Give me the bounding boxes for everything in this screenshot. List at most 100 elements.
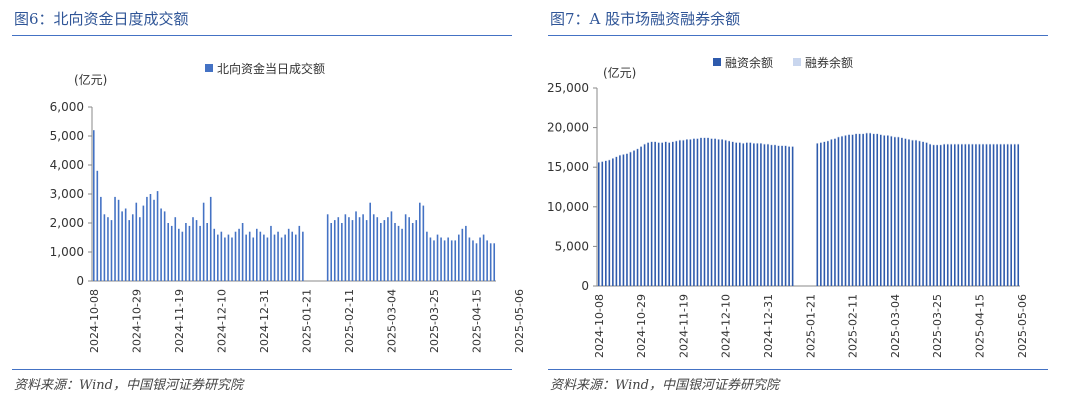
bar-primary xyxy=(657,142,660,286)
bar-secondary xyxy=(707,137,709,139)
bar-secondary xyxy=(696,138,699,139)
chart-northbound-turnover: (亿元) 0 1,000 2,000 3,000 4,000 5,000 6,000 2024-… xyxy=(50,61,526,353)
bar-primary xyxy=(640,146,642,286)
bar-secondary xyxy=(700,137,702,139)
bar-primary xyxy=(302,231,304,281)
bar-secondary xyxy=(671,141,674,142)
bar-secondary xyxy=(753,142,755,144)
bar-secondary xyxy=(823,141,826,142)
bar-secondary xyxy=(855,133,857,135)
bar-primary xyxy=(989,144,991,286)
bar-primary xyxy=(717,139,720,286)
bar-secondary xyxy=(992,143,995,145)
bar-primary xyxy=(918,141,921,286)
bar-primary xyxy=(383,220,386,281)
bar-primary xyxy=(117,199,120,281)
bar-primary xyxy=(841,136,843,286)
title-rule xyxy=(548,35,1048,36)
bar-primary xyxy=(978,144,981,286)
bar-secondary xyxy=(904,138,907,139)
x-tick-label: 2025-03-25 xyxy=(931,294,944,358)
bar-secondary xyxy=(869,132,871,134)
legend-label: 融券余额 xyxy=(805,55,853,70)
bar-primary xyxy=(911,140,914,286)
bar-secondary xyxy=(770,144,773,146)
bar-primary xyxy=(199,225,201,281)
bar-primary xyxy=(96,170,99,281)
bar-primary xyxy=(671,141,674,286)
bar-secondary xyxy=(640,146,642,147)
bar-secondary xyxy=(689,139,692,140)
bar-secondary xyxy=(731,141,734,142)
chart-panel-northbound: 图6：北向资金日度成交额 (亿元) 0 1,000 2,000 3,000 4,000 5,… xyxy=(0,0,526,402)
bar-secondary xyxy=(862,133,864,135)
x-tick-label: 2024-12-31 xyxy=(762,294,775,358)
bar-primary xyxy=(178,228,180,281)
bar-primary xyxy=(206,223,208,281)
bar-primary xyxy=(605,160,607,286)
bar-primary xyxy=(968,144,970,286)
bar-primary xyxy=(887,135,889,286)
bar-primary xyxy=(890,136,893,286)
x-tick-label: 2024-12-10 xyxy=(215,289,228,353)
y-tick-label: 20,000 xyxy=(547,121,589,135)
bar-secondary xyxy=(615,156,618,158)
bar-primary xyxy=(472,240,474,281)
bar-primary xyxy=(844,135,847,286)
bar-primary xyxy=(131,214,134,281)
bar-secondary xyxy=(781,145,783,146)
bar-primary xyxy=(156,191,159,281)
bar-primary xyxy=(788,146,790,286)
bar-primary xyxy=(851,134,854,286)
y-tick-label: 5,000 xyxy=(50,129,84,143)
bar-secondary xyxy=(636,148,639,150)
bar-primary xyxy=(457,234,460,281)
bar-secondary xyxy=(841,135,843,137)
bar-primary xyxy=(270,225,272,281)
x-tick-label: 2024-11-19 xyxy=(173,289,186,353)
bar-primary xyxy=(1006,144,1009,286)
bar-primary xyxy=(872,133,875,286)
bar-secondary xyxy=(763,143,766,145)
x-tick-label: 2025-05-06 xyxy=(513,289,526,353)
bar-primary xyxy=(597,162,600,286)
bar-primary xyxy=(92,130,95,281)
bar-primary xyxy=(982,144,984,286)
legend-label: 融资余额 xyxy=(725,55,773,70)
bar-primary xyxy=(100,196,102,281)
bar-primary xyxy=(411,223,414,281)
bar-primary xyxy=(110,220,113,281)
bar-primary xyxy=(227,234,230,281)
bar-secondary xyxy=(939,144,942,146)
bar-primary xyxy=(365,220,368,281)
bar-primary xyxy=(291,231,294,281)
bar-primary xyxy=(380,223,382,281)
bar-primary xyxy=(964,144,967,286)
bar-primary xyxy=(696,138,699,286)
bar-primary xyxy=(612,158,614,286)
chart-title: 图6：北向资金日度成交额 xyxy=(14,10,189,28)
bar-secondary xyxy=(1017,143,1020,145)
x-tick-label: 2025-03-04 xyxy=(889,294,902,358)
bar-primary xyxy=(358,217,361,281)
bar-primary xyxy=(869,133,871,286)
bar-secondary xyxy=(883,135,886,136)
bar-secondary xyxy=(876,133,879,135)
x-tick-label: 2025-04-15 xyxy=(973,294,986,358)
bar-secondary xyxy=(742,142,745,144)
bar-primary xyxy=(330,223,333,281)
bar-secondary xyxy=(922,141,924,142)
bar-primary xyxy=(679,140,681,286)
bar-primary xyxy=(436,234,439,281)
bar-primary xyxy=(298,225,301,281)
bar-secondary xyxy=(788,146,790,147)
bar-primary xyxy=(185,223,187,281)
bar-secondary xyxy=(622,154,625,155)
bar-secondary xyxy=(982,143,984,145)
bar-primary xyxy=(619,155,621,286)
bar-primary xyxy=(608,160,611,286)
bar-primary xyxy=(876,133,879,286)
bar-primary xyxy=(816,143,819,286)
x-tick-label: 2024-10-08 xyxy=(88,289,101,353)
bar-primary xyxy=(362,214,364,281)
